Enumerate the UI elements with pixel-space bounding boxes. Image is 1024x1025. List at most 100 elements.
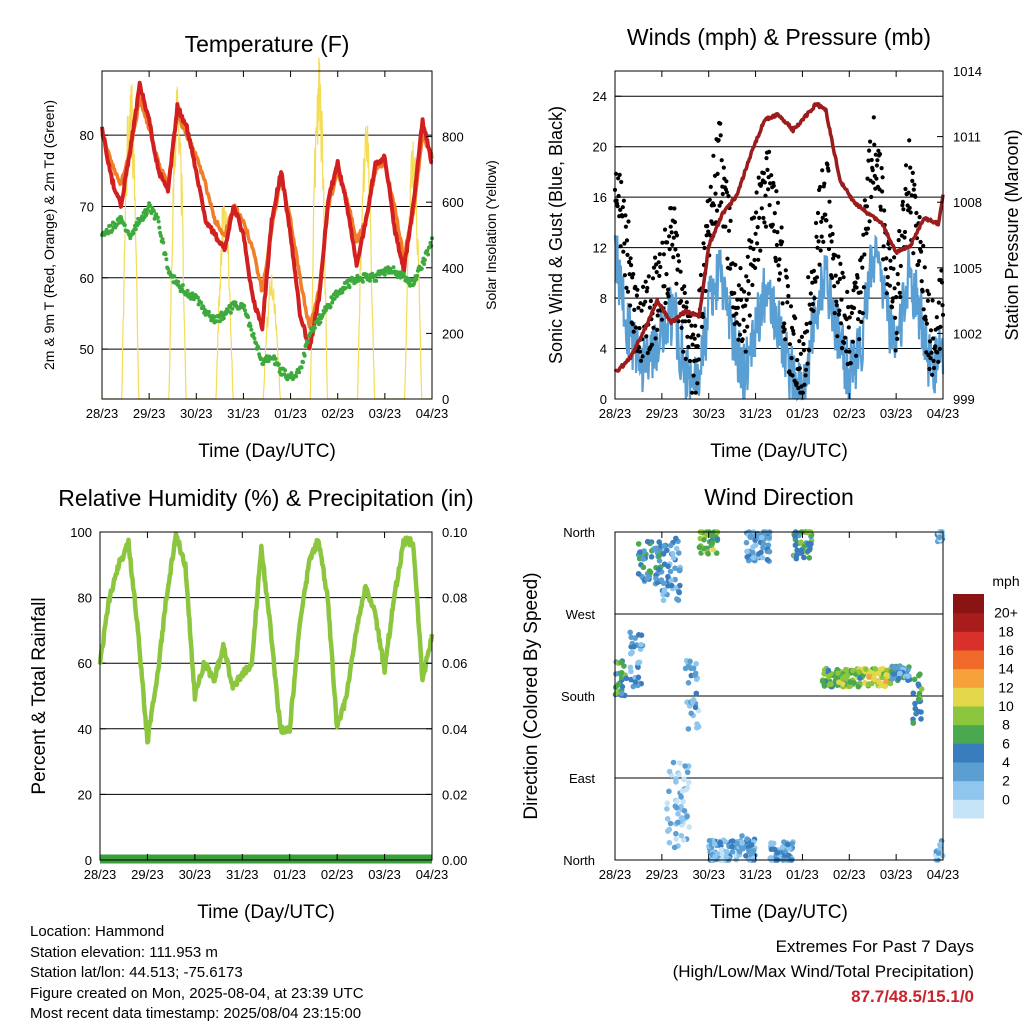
- wind-xtick-label: 02/23: [833, 406, 866, 421]
- rh-y2tick-label: 0.10: [442, 525, 467, 540]
- gust-point: [903, 186, 908, 192]
- gust-point: [908, 165, 913, 170]
- wind-direction-point: [673, 535, 679, 542]
- wind-direction-point: [871, 676, 878, 683]
- gust-point: [833, 273, 838, 278]
- gust-point: [757, 215, 762, 220]
- gust-point: [665, 240, 670, 245]
- dewpoint-point: [145, 207, 150, 212]
- gust-point: [881, 244, 886, 249]
- gust-point: [666, 294, 671, 299]
- temp-xtick-label: 29/23: [133, 406, 166, 421]
- gust-point: [671, 255, 676, 260]
- rh-ytick-label: 40: [78, 722, 92, 737]
- wind-y2tick-label: 1005: [953, 261, 982, 276]
- gust-point: [937, 346, 943, 351]
- gust-point: [682, 284, 687, 289]
- rh-xtick-label: 03/23: [368, 867, 401, 882]
- wind-direction-point: [673, 545, 680, 552]
- gust-point: [696, 333, 701, 338]
- gust-point: [797, 366, 802, 371]
- gust-point: [919, 279, 924, 284]
- wind-direction-point: [671, 844, 678, 851]
- wind-direction-point: [828, 681, 834, 688]
- gust-point: [700, 314, 706, 319]
- gust-point: [620, 205, 625, 210]
- gust-point: [780, 239, 785, 244]
- dewpoint-point: [233, 300, 238, 305]
- gust-point: [711, 203, 717, 208]
- gust-point: [627, 272, 632, 277]
- gust-point: [935, 350, 940, 355]
- gust-point: [892, 286, 897, 291]
- wind-direction-point: [918, 686, 925, 692]
- wind-direction-point: [750, 554, 757, 561]
- wind-direction-point: [891, 671, 897, 677]
- gust-point: [701, 241, 706, 246]
- gust-point: [639, 308, 644, 313]
- wind-direction-point: [739, 833, 745, 839]
- wind-direction-point: [744, 554, 750, 560]
- gust-point: [891, 266, 896, 271]
- dewpoint-point: [133, 227, 138, 232]
- gust-point: [658, 264, 663, 270]
- gust-point: [644, 334, 649, 339]
- rh-xtick-label: 30/23: [179, 867, 212, 882]
- wind-direction-point: [717, 839, 723, 846]
- dewpoint-point: [311, 328, 316, 333]
- wind-direction-point: [692, 704, 699, 711]
- gust-point: [840, 270, 845, 275]
- wind-direction-point: [897, 670, 903, 677]
- dewpoint-point: [273, 356, 278, 361]
- dir-ytick-label: East: [569, 771, 595, 786]
- dewpoint-point: [154, 212, 159, 217]
- gust-point: [623, 224, 629, 229]
- wind-direction-point: [866, 681, 872, 687]
- wind-direction-point: [756, 551, 762, 557]
- gust-point: [844, 317, 849, 322]
- wind-ytick-label: 4: [600, 342, 607, 357]
- gust-point: [851, 305, 857, 311]
- wind-direction-point: [656, 566, 662, 573]
- gust-point: [775, 200, 781, 205]
- rh-y2tick-label: 0.00: [442, 853, 467, 868]
- dewpoint-point: [242, 303, 247, 308]
- gust-point: [754, 190, 759, 195]
- gust-point: [738, 297, 744, 303]
- wind-direction-point: [672, 565, 678, 571]
- gust-point: [812, 296, 817, 301]
- wind-direction-point: [916, 690, 923, 697]
- extremes-values: 87.7/48.5/15.1/0: [851, 987, 974, 1006]
- gust-point: [847, 349, 852, 354]
- colorbar-label: 8: [1002, 717, 1010, 733]
- gust-point: [624, 238, 630, 243]
- wind-direction-point: [692, 670, 699, 677]
- colorbar-swatch: [953, 687, 984, 707]
- gust-point: [925, 288, 930, 293]
- gust-point: [736, 337, 741, 342]
- dewpoint-point: [422, 258, 427, 262]
- gust-point: [929, 350, 934, 355]
- extremes-block: Extremes For Past 7 Days (High/Low/Max W…: [673, 934, 974, 1009]
- gust-point: [814, 234, 819, 239]
- gust-point: [643, 299, 648, 304]
- gust-point: [691, 373, 696, 378]
- gust-point: [804, 321, 809, 327]
- dewpoint-point: [388, 267, 393, 271]
- gust-point: [752, 257, 757, 263]
- temp-ytick-label: 60: [80, 271, 94, 286]
- dewpoint-point: [419, 266, 424, 271]
- gust-point: [858, 290, 863, 295]
- gust-point: [684, 300, 689, 305]
- gust-point: [877, 152, 883, 157]
- gust-point: [641, 284, 646, 289]
- wind-direction-point: [806, 555, 813, 561]
- gust-point: [687, 358, 693, 364]
- wind-direction-point: [682, 763, 688, 769]
- gust-point: [801, 348, 807, 353]
- gust-point: [785, 284, 791, 289]
- wind-direction-point: [668, 582, 675, 589]
- wind-direction-point: [630, 683, 637, 690]
- temp-xtick-label: 01/23: [274, 406, 307, 421]
- wind-direction-point: [866, 674, 872, 680]
